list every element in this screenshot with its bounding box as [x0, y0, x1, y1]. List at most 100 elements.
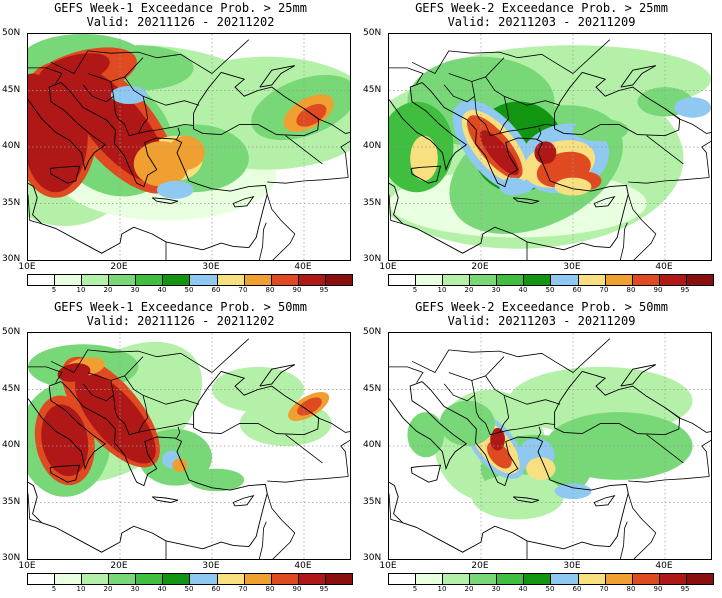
- panel-valid-dates: Valid: 20211203 - 20211209: [447, 314, 636, 328]
- colorbar-swatch: [163, 574, 191, 584]
- colorbar-swatch: [443, 574, 471, 584]
- country-border: [536, 426, 542, 440]
- colorbar-swatch: [244, 574, 272, 584]
- coastline: [554, 370, 681, 436]
- colorbar-swatch: [416, 574, 444, 584]
- precip-probability-map: [28, 333, 350, 559]
- country-border: [110, 81, 194, 137]
- country-border: [443, 383, 475, 402]
- coastline: [620, 65, 657, 88]
- latitude-label: 40N: [363, 440, 382, 450]
- map-area: [27, 332, 351, 560]
- country-border: [485, 375, 505, 396]
- colorbar-label: 40: [157, 286, 167, 294]
- colorbar: [27, 274, 353, 286]
- coastline: [554, 71, 681, 137]
- probability-shading: [28, 341, 332, 497]
- colorbar-swatch: [686, 574, 713, 584]
- probability-shading: [28, 34, 350, 227]
- probability-contour: [410, 135, 438, 181]
- precip-probability-map: [389, 333, 711, 559]
- country-border: [499, 96, 510, 134]
- colorbar-swatch: [443, 275, 471, 285]
- colorbar-label: 70: [599, 286, 609, 294]
- colorbar-label: 95: [680, 286, 690, 294]
- country-border: [503, 394, 561, 405]
- coastline: [28, 481, 249, 553]
- colorbar-swatch: [271, 574, 299, 584]
- country-border: [175, 127, 181, 141]
- colorbar-swatch: [190, 574, 218, 584]
- colorbar-swatch: [190, 275, 218, 285]
- country-border: [389, 366, 424, 383]
- country-border: [82, 383, 114, 402]
- lat-lon-grid: [28, 34, 350, 260]
- probability-contour: [479, 130, 519, 176]
- country-borders: [28, 39, 350, 260]
- colorbar-label: 10: [76, 286, 86, 294]
- country-border: [448, 57, 505, 82]
- panel-title: GEFS Week-2 Exceedance Prob. > 50mm: [415, 300, 668, 314]
- colorbar-swatch: [28, 574, 56, 584]
- colorbar-label: 30: [491, 585, 501, 593]
- country-border: [303, 108, 350, 148]
- country-border: [175, 426, 181, 440]
- country-border: [258, 222, 267, 260]
- probability-contour: [38, 53, 110, 88]
- panel-title: GEFS Week-1 Exceedance Prob. > 25mm: [54, 1, 307, 15]
- latitude-label: 35N: [363, 197, 382, 208]
- coastline: [151, 197, 179, 204]
- colorbar-swatch: [470, 574, 498, 584]
- country-border: [411, 50, 574, 75]
- colorbar-label: 60: [211, 585, 221, 593]
- country-border: [619, 521, 628, 559]
- colorbar: [388, 573, 714, 585]
- colorbar-swatch: [578, 275, 606, 285]
- country-border: [389, 67, 424, 84]
- colorbar-label: 60: [211, 286, 221, 294]
- colorbar-swatch: [82, 275, 110, 285]
- country-border: [499, 395, 510, 433]
- colorbar-label: 20: [103, 585, 113, 593]
- probability-contour: [297, 397, 322, 416]
- colorbar-label: 5: [51, 286, 57, 294]
- coastline: [193, 71, 320, 137]
- probability-contour: [545, 412, 693, 480]
- country-border: [50, 349, 213, 374]
- colorbar-swatch: [325, 275, 352, 285]
- longitude-label: 10E: [18, 262, 36, 272]
- colorbar-swatch: [325, 574, 352, 584]
- probability-contour: [407, 412, 445, 458]
- coastline: [593, 494, 616, 507]
- colorbar-swatch: [28, 275, 56, 285]
- country-border: [266, 194, 296, 260]
- longitude-label: 20E: [110, 262, 128, 272]
- probability-shading: [389, 45, 711, 249]
- coastline: [410, 165, 442, 184]
- colorbar-swatch: [244, 275, 272, 285]
- country-border: [627, 493, 657, 559]
- colorbar-swatch: [632, 275, 660, 285]
- country-border: [471, 81, 555, 137]
- colorbar-label: 50: [545, 286, 555, 294]
- longitude-label: 40E: [655, 561, 673, 571]
- latitude-label: 30N: [2, 553, 21, 563]
- country-border: [110, 380, 194, 436]
- colorbar-label: 10: [437, 286, 447, 294]
- colorbar-swatch: [298, 574, 326, 584]
- colorbar-label: 30: [491, 286, 501, 294]
- probability-contour: [534, 141, 557, 164]
- country-border: [646, 135, 684, 165]
- panel-valid-dates: Valid: 20211203 - 20211209: [447, 15, 636, 29]
- coastline: [389, 481, 610, 553]
- country-border: [664, 108, 711, 148]
- latitude-label: 30N: [363, 553, 382, 563]
- colorbar-label: 95: [319, 585, 329, 593]
- coastline: [151, 496, 179, 503]
- colorbar-swatch: [298, 275, 326, 285]
- longitude-label: 20E: [471, 262, 489, 272]
- colorbar-swatch: [497, 574, 525, 584]
- map-area: [27, 33, 351, 261]
- colorbar-label: 20: [464, 286, 474, 294]
- probability-contour: [75, 372, 156, 464]
